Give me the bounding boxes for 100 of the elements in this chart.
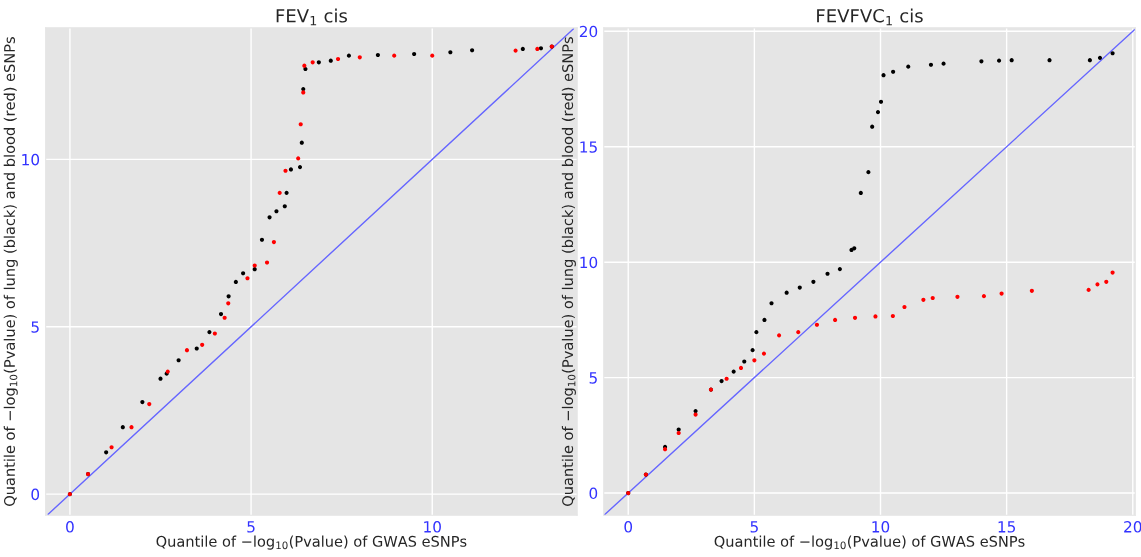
point	[299, 140, 304, 145]
point	[731, 369, 736, 374]
point	[194, 346, 199, 351]
point	[873, 314, 878, 319]
point	[259, 237, 265, 242]
point	[878, 99, 884, 104]
point	[1047, 58, 1052, 63]
point	[520, 46, 525, 52]
point	[222, 315, 227, 320]
point	[288, 167, 294, 172]
point	[430, 53, 435, 58]
point	[207, 330, 212, 335]
point	[761, 351, 767, 356]
y-tick-label: 20	[579, 25, 598, 38]
x-tick-label: 5	[247, 521, 255, 533]
point	[750, 348, 755, 353]
point	[1086, 287, 1091, 292]
point	[271, 240, 276, 245]
point	[346, 53, 351, 58]
point	[283, 168, 288, 173]
point	[303, 66, 308, 72]
point	[375, 52, 380, 58]
point	[140, 400, 145, 405]
point	[814, 322, 820, 327]
y-tick-label: 5	[31, 321, 39, 333]
y-tick-label: 10	[22, 153, 40, 166]
point	[1110, 51, 1115, 56]
point	[769, 301, 774, 306]
point	[538, 46, 544, 51]
point	[129, 425, 134, 430]
point	[212, 331, 217, 336]
point	[1097, 55, 1103, 60]
x-axis-title: Quantile of −log$_{10}$(Pvalue) of GWAS eSNPs	[156, 535, 467, 550]
x-tick-label: 0	[66, 521, 74, 533]
x-axis-title: Quantile of −log$_{10}$(Pvalue) of GWAS eSNPs	[714, 535, 1025, 550]
point	[282, 204, 287, 209]
point	[470, 48, 475, 53]
y-tick-label: 10	[580, 256, 598, 269]
point	[902, 304, 907, 310]
point	[719, 379, 724, 384]
point	[752, 358, 757, 363]
point	[837, 267, 842, 272]
point	[866, 170, 871, 175]
point	[754, 330, 759, 335]
point	[881, 73, 886, 78]
point	[1009, 58, 1014, 63]
point	[811, 279, 816, 284]
point	[762, 317, 767, 322]
point	[1029, 288, 1034, 293]
point	[241, 271, 246, 276]
point	[226, 294, 231, 299]
point	[302, 63, 307, 68]
point	[328, 58, 333, 63]
point	[296, 156, 301, 161]
point	[316, 60, 321, 65]
point	[200, 342, 205, 347]
point	[297, 165, 303, 170]
point	[858, 190, 863, 196]
y-axis-title: Quantile of −log$_{10}$(Pvalue) of lung (black) and blood (red) eSNPs	[561, 37, 576, 506]
x-tick-label: 5	[750, 521, 758, 533]
point	[738, 365, 744, 371]
point	[979, 59, 984, 64]
point	[875, 110, 881, 115]
y-tick-label: 0	[31, 488, 40, 501]
point	[284, 190, 289, 195]
point	[310, 60, 315, 65]
chart-title: FEVFVC$_{1}$ cis	[817, 8, 923, 26]
point	[930, 295, 935, 301]
point	[147, 402, 152, 407]
y-tick-label: 0	[589, 487, 598, 500]
point	[825, 271, 830, 276]
x-tick-label: 15	[998, 521, 1016, 533]
point	[981, 294, 987, 299]
point	[298, 122, 303, 127]
point	[176, 358, 181, 363]
chart-title: FEV$_{1}$ cis	[276, 8, 347, 26]
point	[245, 276, 250, 281]
point	[852, 315, 858, 320]
point	[921, 297, 926, 302]
y-tick-label: 5	[589, 372, 597, 384]
y-tick-label: 15	[580, 141, 597, 153]
point	[535, 46, 540, 52]
x-tick-label: 20	[1124, 521, 1141, 533]
point	[1104, 279, 1109, 284]
point	[724, 376, 729, 381]
point	[412, 51, 417, 57]
point	[676, 430, 681, 436]
point	[870, 124, 875, 129]
point	[955, 294, 960, 299]
x-tick-label: 0	[624, 521, 633, 533]
point	[1087, 58, 1092, 63]
point	[120, 425, 125, 430]
point	[928, 62, 934, 67]
point	[392, 53, 397, 58]
point	[277, 190, 282, 195]
point	[996, 58, 1002, 63]
point	[184, 348, 190, 353]
point	[906, 64, 911, 69]
point	[226, 301, 231, 306]
y-axis-title: Quantile of −log$_{10}$(Pvalue) of lung (black) and blood (red) eSNPs	[3, 37, 18, 506]
